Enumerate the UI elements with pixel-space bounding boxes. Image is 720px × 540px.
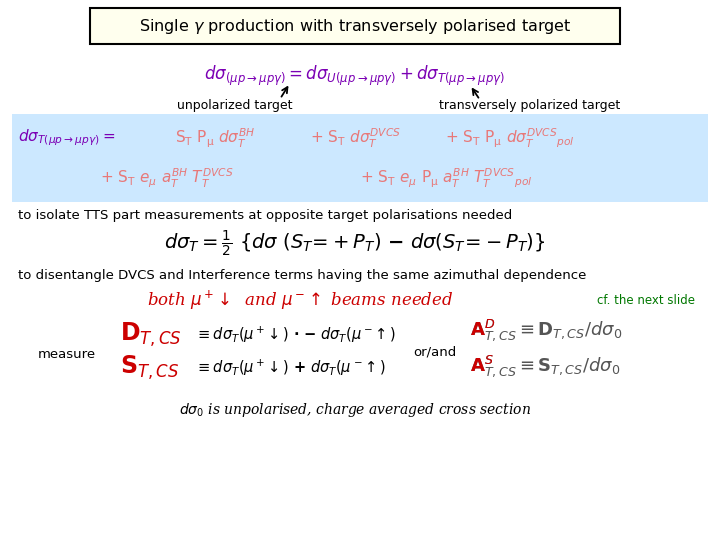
Text: $+ \ \mathrm{S_T}\ d\sigma_T^{DVCS}$: $+ \ \mathrm{S_T}\ d\sigma_T^{DVCS}$: [310, 126, 401, 150]
Text: $d\sigma_{(\mu p \rightarrow \mu p\gamma)} = d\sigma_{U(\mu p \rightarrow \mu p\: $d\sigma_{(\mu p \rightarrow \mu p\gamma…: [204, 64, 505, 88]
Text: $\mathbf{D}_{T,CS}$: $\mathbf{D}_{T,CS}$: [120, 321, 182, 349]
Text: to isolate TTS part measurements at opposite target polarisations needed: to isolate TTS part measurements at oppo…: [18, 208, 512, 221]
Text: cf. the next slide: cf. the next slide: [597, 294, 695, 307]
Text: $+ \ \mathrm{S_T}\ e_\mu\ \mathrm{P_\mu}\ a_T^{BH}\ T_T^{DVCS}{}_{pol}$: $+ \ \mathrm{S_T}\ e_\mu\ \mathrm{P_\mu}…: [360, 166, 533, 190]
Text: $\mathbf{A}^D_{T,CS} \equiv \mathbf{D}_{T,CS}/d\sigma_0$: $\mathbf{A}^D_{T,CS} \equiv \mathbf{D}_{…: [470, 317, 622, 343]
FancyBboxPatch shape: [90, 8, 620, 44]
Text: $\mathbf{S}_{T,CS}$: $\mathbf{S}_{T,CS}$: [120, 354, 179, 382]
Text: $d\sigma_{T(\mu p \rightarrow \mu p\gamma)} =$: $d\sigma_{T(\mu p \rightarrow \mu p\gamm…: [18, 127, 115, 149]
Text: to disentangle DVCS and Interference terms having the same azimuthal dependence: to disentangle DVCS and Interference ter…: [18, 268, 586, 281]
Text: $d\sigma_0$ is unpolarised, charge averaged cross section: $d\sigma_0$ is unpolarised, charge avera…: [179, 401, 531, 419]
Text: $\mathbf{A}^S_{T,CS} \equiv \mathbf{S}_{T,CS}/d\sigma_0$: $\mathbf{A}^S_{T,CS} \equiv \mathbf{S}_{…: [470, 353, 621, 379]
Text: $+ \ \mathrm{S_T}\ \mathrm{P_\mu}\ d\sigma_T^{DVCS}{}_{pol}$: $+ \ \mathrm{S_T}\ \mathrm{P_\mu}\ d\sig…: [445, 126, 575, 150]
Text: $+ \ \mathrm{S_T}\ e_\mu\ a_T^{BH}\ T_T^{DVCS}$: $+ \ \mathrm{S_T}\ e_\mu\ a_T^{BH}\ T_T^…: [100, 166, 234, 190]
FancyBboxPatch shape: [12, 114, 708, 202]
Text: $d\sigma_T = \mathit{\frac{1}{2}}\ \{d\sigma\ (S_T\!=\!+P_T)\ \mathbf{-}\ d\sigm: $d\sigma_T = \mathit{\frac{1}{2}}\ \{d\s…: [164, 229, 546, 259]
Text: $\equiv d\sigma_T(\mu^+\!\downarrow)\ \mathbf{\cdot}\ \mathbf{-}\ d\sigma_T(\mu^: $\equiv d\sigma_T(\mu^+\!\downarrow)\ \m…: [195, 325, 396, 345]
Text: $\mathbf{A}^D$: $\mathbf{A}^D$: [470, 320, 495, 340]
Text: unpolarized target: unpolarized target: [177, 99, 293, 112]
Text: or/and: or/and: [413, 346, 456, 359]
Text: $\mathrm{S_T}\ \mathrm{P_\mu}\ d\sigma_T^{BH}$: $\mathrm{S_T}\ \mathrm{P_\mu}\ d\sigma_T…: [175, 126, 256, 150]
Text: transversely polarized target: transversely polarized target: [439, 99, 621, 112]
Text: $\equiv d\sigma_T(\mu^+\!\downarrow)\ \mathbf{+}\ d\sigma_T(\mu^-\!\uparrow)$: $\equiv d\sigma_T(\mu^+\!\downarrow)\ \m…: [195, 358, 386, 378]
Text: both $\mu^+\!\downarrow$  and $\mu^-\!\uparrow$ beams needed: both $\mu^+\!\downarrow$ and $\mu^-\!\up…: [147, 288, 453, 312]
Text: Single $\gamma$ production with transversely polarised target: Single $\gamma$ production with transver…: [139, 17, 571, 36]
Text: measure: measure: [38, 348, 96, 361]
Text: $\mathbf{A}^S$: $\mathbf{A}^S$: [470, 356, 494, 376]
